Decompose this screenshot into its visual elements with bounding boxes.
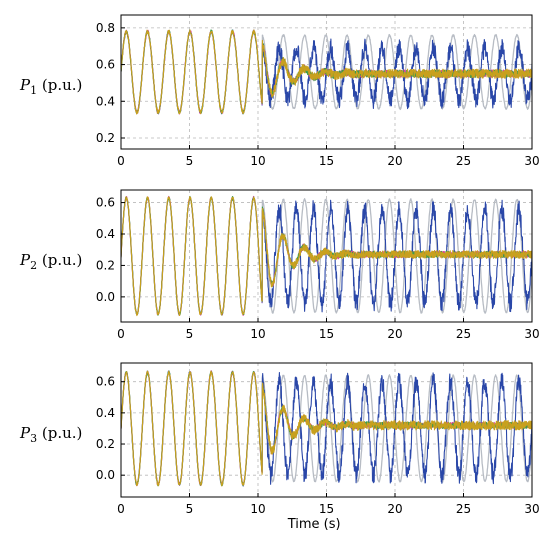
x-tick-label: 0 xyxy=(117,154,125,168)
x-tick-label: 20 xyxy=(387,154,402,168)
series-line-5 xyxy=(121,29,532,115)
y-tick-label: 0.2 xyxy=(96,437,115,451)
y-axis-label: P2 (p.u.) xyxy=(19,251,82,272)
x-tick-label: 0 xyxy=(117,502,125,516)
x-axis-label: Time (s) xyxy=(287,517,341,532)
x-tick-label: 25 xyxy=(456,327,471,341)
y-tick-label: 0.6 xyxy=(96,58,115,72)
series-group xyxy=(121,195,532,317)
x-tick-label: 10 xyxy=(250,502,265,516)
x-tick-label: 30 xyxy=(524,502,539,516)
series-line-5 xyxy=(121,370,532,487)
x-tick-label: 20 xyxy=(387,327,402,341)
y-tick-label: 0.0 xyxy=(96,290,115,304)
y-tick-label: 0.8 xyxy=(96,21,115,35)
x-tick-label: 15 xyxy=(319,154,334,168)
y-tick-label: 0.4 xyxy=(96,94,115,108)
x-tick-label: 5 xyxy=(186,327,194,341)
x-tick-label: 15 xyxy=(319,327,334,341)
series-group xyxy=(121,29,532,115)
series-group xyxy=(121,370,532,487)
x-tick-label: 25 xyxy=(456,154,471,168)
x-tick-label: 10 xyxy=(250,154,265,168)
y-tick-label: 0.4 xyxy=(96,406,115,420)
x-tick-label: 15 xyxy=(319,502,334,516)
y-axis-label: P3 (p.u.) xyxy=(19,424,82,445)
panel-1: 0 5 10 15 20 25 30 0.2 0.4 0.6 0.8 P1 (p.u.) xyxy=(19,14,540,168)
x-tick-label: 30 xyxy=(524,327,539,341)
panel-3: 0 5 10 15 20 25 30 0.0 0.2 0.4 0.6 P3 (p.u.) Time (s… xyxy=(19,362,540,532)
y-tick-label: 0.0 xyxy=(96,468,115,482)
x-tick-label: 20 xyxy=(387,502,402,516)
x-tick-label: 5 xyxy=(186,154,194,168)
x-tick-label: 10 xyxy=(250,327,265,341)
panel-2: 0 5 10 15 20 25 30 0.0 0.2 0.4 0.6 P2 (p.u.) xyxy=(19,189,540,341)
y-tick-label: 0.6 xyxy=(96,375,115,389)
x-tick-label: 30 xyxy=(524,154,539,168)
y-axis-label: P1 (p.u.) xyxy=(19,76,82,97)
y-tick-label: 0.6 xyxy=(96,196,115,210)
y-tick-label: 0.2 xyxy=(96,131,115,145)
x-tick-label: 5 xyxy=(186,502,194,516)
y-tick-label: 0.4 xyxy=(96,227,115,241)
y-tick-label: 0.2 xyxy=(96,258,115,272)
series-line-5 xyxy=(121,196,532,317)
x-tick-label: 0 xyxy=(117,327,125,341)
x-tick-label: 25 xyxy=(456,502,471,516)
